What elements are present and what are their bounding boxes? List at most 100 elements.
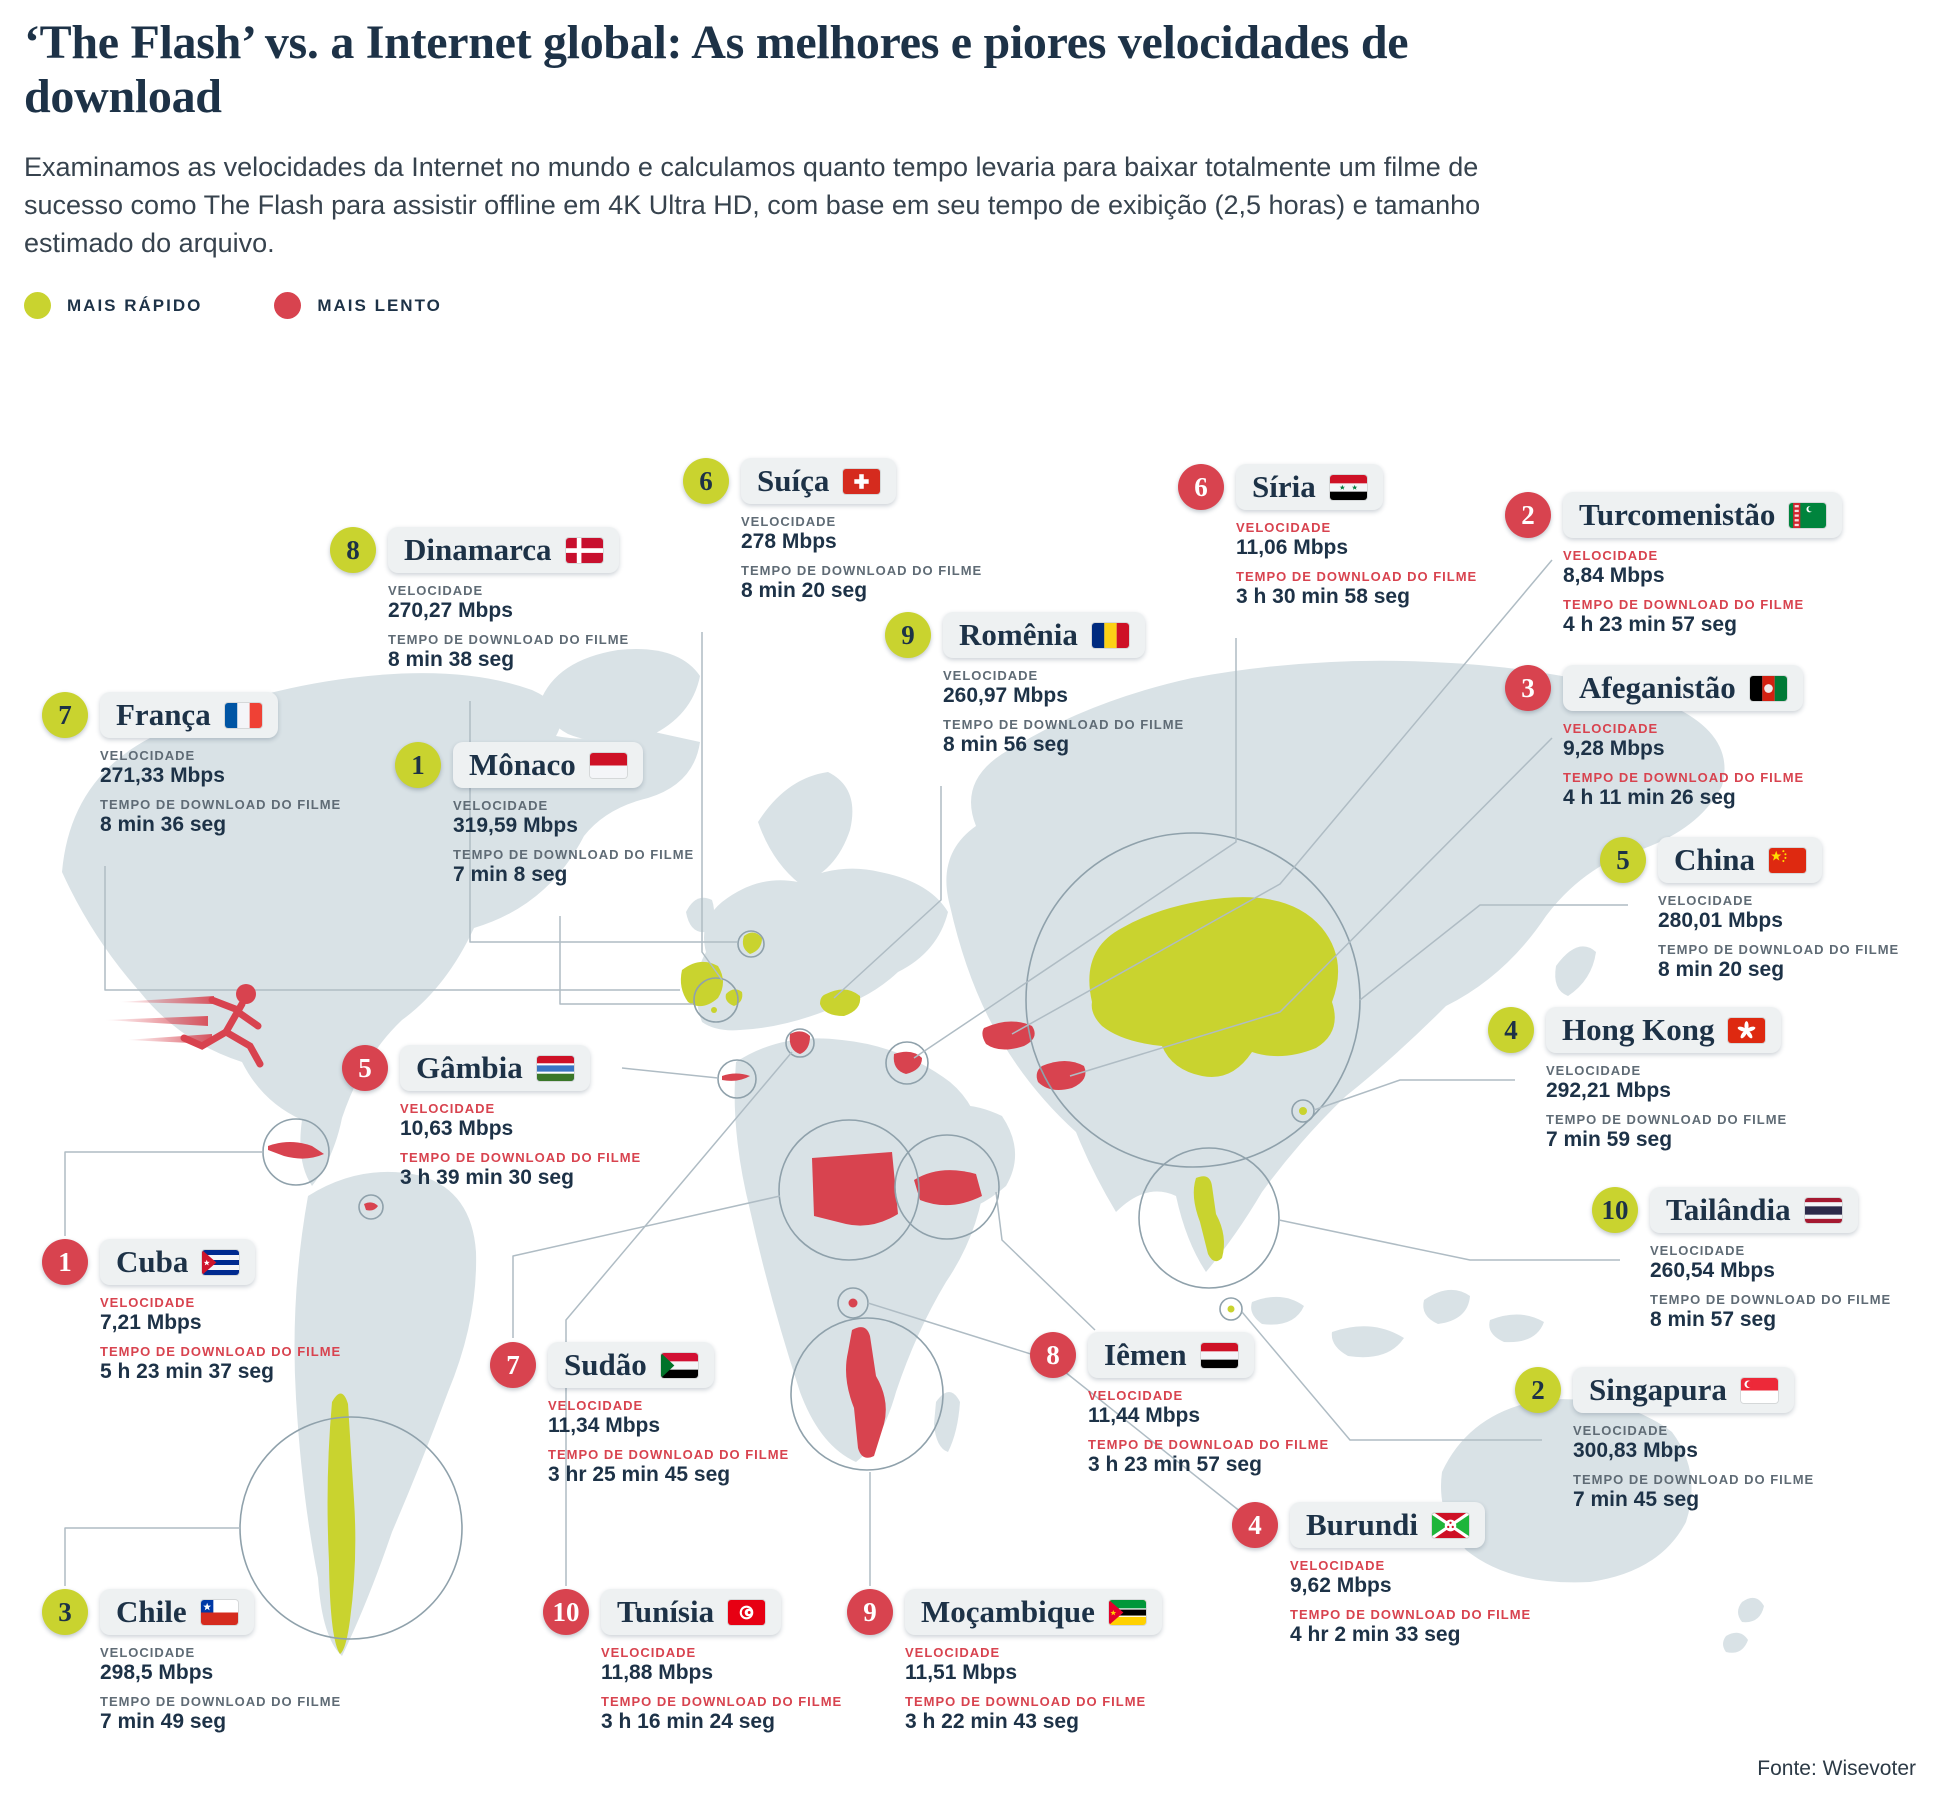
speed-label: VELOCIDADE — [100, 1645, 196, 1660]
callout-head: 6 Suíça — [683, 458, 982, 504]
flag-cuba-icon — [202, 1249, 240, 1275]
callout-head: 7 França — [42, 692, 341, 738]
callout-head: 5 Gâmbia — [342, 1045, 641, 1091]
speed-label: VELOCIDADE — [1290, 1558, 1386, 1573]
callout-stats: VELOCIDADE 9,28 Mbps TEMPO DE DOWNLOAD D… — [1563, 721, 1804, 810]
callout-head: 6 Síria — [1178, 464, 1477, 510]
country-callout-franca: 7 França VELOCIDADE 271,33 Mbps TEMPO DE… — [42, 692, 341, 846]
callout-stats: VELOCIDADE 9,62 Mbps TEMPO DE DOWNLOAD D… — [1290, 1558, 1531, 1647]
time-label: TEMPO DE DOWNLOAD DO FILME — [1658, 942, 1900, 957]
fast-dot-icon — [24, 292, 51, 320]
time-value: 5 h 23 min 37 seg — [100, 1360, 274, 1383]
speed-value: 9,28 Mbps — [1563, 737, 1665, 760]
country-name: Burundi — [1306, 1507, 1419, 1542]
time-label: TEMPO DE DOWNLOAD DO FILME — [1236, 569, 1478, 584]
rank-badge: 1 — [395, 742, 441, 788]
country-callout-siria: 6 Síria VELOCIDADE 11,06 Mbps TEMPO DE D… — [1178, 464, 1477, 618]
speed-label: VELOCIDADE — [905, 1645, 1001, 1660]
speed-label: VELOCIDADE — [943, 668, 1039, 683]
time-value: 7 min 45 seg — [1573, 1488, 1700, 1511]
country-callout-chile: 3 Chile VELOCIDADE 298,5 Mbps TEMPO DE D… — [42, 1589, 341, 1743]
country-pill: Tunísia — [601, 1589, 782, 1635]
flash-runner-icon — [104, 984, 264, 1068]
flag-afeganistao-icon — [1749, 675, 1787, 701]
time-value: 3 h 23 min 57 seg — [1088, 1453, 1262, 1476]
country-pill: Moçambique — [905, 1589, 1162, 1635]
speed-value: 280,01 Mbps — [1658, 909, 1783, 932]
speed-label: VELOCIDADE — [388, 583, 484, 598]
country-name: Afeganistão — [1579, 670, 1736, 705]
callout-stats: VELOCIDADE 319,59 Mbps TEMPO DE DOWNLOAD… — [453, 798, 694, 887]
callout-stats: VELOCIDADE 11,34 Mbps TEMPO DE DOWNLOAD … — [548, 1398, 789, 1487]
time-label: TEMPO DE DOWNLOAD DO FILME — [400, 1150, 642, 1165]
callout-stats: VELOCIDADE 7,21 Mbps TEMPO DE DOWNLOAD D… — [100, 1295, 341, 1384]
speed-value: 271,33 Mbps — [100, 764, 225, 787]
rank-badge: 7 — [42, 692, 88, 738]
country-pill: Hong Kong — [1546, 1007, 1782, 1053]
flag-turcomenistao-icon — [1789, 502, 1827, 528]
flag-tailandia-icon — [1804, 1197, 1842, 1223]
speed-value: 11,51 Mbps — [905, 1661, 1018, 1684]
time-label: TEMPO DE DOWNLOAD DO FILME — [1573, 1472, 1815, 1487]
time-value: 4 hr 2 min 33 seg — [1290, 1623, 1461, 1646]
flag-gambia-icon — [536, 1055, 574, 1081]
rank-badge: 6 — [1178, 464, 1224, 510]
country-name: Síria — [1252, 469, 1316, 504]
flag-suica-icon — [843, 468, 881, 494]
speed-label: VELOCIDADE — [100, 1295, 196, 1310]
country-name: China — [1674, 842, 1755, 877]
speed-value: 11,88 Mbps — [601, 1661, 714, 1684]
rank-badge: 9 — [885, 612, 931, 658]
time-label: TEMPO DE DOWNLOAD DO FILME — [100, 1344, 342, 1359]
speed-label: VELOCIDADE — [601, 1645, 697, 1660]
rank-badge: 5 — [1600, 837, 1646, 883]
flag-siria-icon — [1329, 474, 1367, 500]
time-label: TEMPO DE DOWNLOAD DO FILME — [100, 1694, 342, 1709]
speed-value: 298,5 Mbps — [100, 1661, 214, 1684]
callout-head: 4 Burundi — [1232, 1502, 1531, 1548]
flag-dinamarca-icon — [565, 537, 603, 563]
time-label: TEMPO DE DOWNLOAD DO FILME — [1546, 1112, 1788, 1127]
callout-head: 8 Dinamarca — [330, 527, 629, 573]
time-label: TEMPO DE DOWNLOAD DO FILME — [100, 797, 342, 812]
rank-badge: 6 — [683, 458, 729, 504]
rank-badge: 8 — [330, 527, 376, 573]
country-pill: Chile — [100, 1589, 254, 1635]
time-value: 8 min 20 seg — [1658, 958, 1785, 981]
flag-sudao-icon — [660, 1352, 698, 1378]
speed-label: VELOCIDADE — [1563, 721, 1659, 736]
time-label: TEMPO DE DOWNLOAD DO FILME — [905, 1694, 1147, 1709]
legend-item-slow: MAIS LENTO — [274, 292, 442, 320]
country-pill: Afeganistão — [1563, 665, 1803, 711]
flag-iemen-icon — [1200, 1342, 1238, 1368]
rank-badge: 9 — [847, 1589, 893, 1635]
speed-value: 278 Mbps — [741, 530, 837, 553]
country-name: Turcomenistão — [1579, 497, 1776, 532]
time-value: 8 min 56 seg — [943, 733, 1070, 756]
country-name: Iêmen — [1104, 1337, 1187, 1372]
country-pill: China — [1658, 837, 1822, 883]
speed-label: VELOCIDADE — [1088, 1388, 1184, 1403]
country-name: Tunísia — [617, 1594, 715, 1629]
country-callout-tunisia: 10 Tunísia VELOCIDADE 11,88 Mbps TEMPO D… — [543, 1589, 842, 1743]
country-callout-tailandia: 10 Tailândia VELOCIDADE 260,54 Mbps TEMP… — [1592, 1187, 1891, 1341]
country-pill: Singapura — [1573, 1367, 1794, 1413]
time-value: 8 min 38 seg — [388, 648, 515, 671]
highlight-shapes — [268, 897, 1339, 1654]
time-value: 4 h 11 min 26 seg — [1563, 786, 1736, 809]
callout-stats: VELOCIDADE 11,88 Mbps TEMPO DE DOWNLOAD … — [601, 1645, 842, 1734]
callout-stats: VELOCIDADE 11,44 Mbps TEMPO DE DOWNLOAD … — [1088, 1388, 1329, 1477]
speed-value: 260,54 Mbps — [1650, 1259, 1775, 1282]
page-title: ‘The Flash’ vs. a Internet global: As me… — [24, 16, 1409, 123]
country-name: Gâmbia — [416, 1050, 523, 1085]
legend-fast-label: MAIS RÁPIDO — [67, 295, 203, 315]
speed-label: VELOCIDADE — [1650, 1243, 1746, 1258]
header: ‘The Flash’ vs. a Internet global: As me… — [0, 0, 1940, 320]
speed-value: 300,83 Mbps — [1573, 1439, 1698, 1462]
country-pill: Sudão — [548, 1342, 714, 1388]
callout-head: 2 Turcomenistão — [1505, 492, 1843, 538]
callout-stats: VELOCIDADE 278 Mbps TEMPO DE DOWNLOAD DO… — [741, 514, 982, 603]
time-value: 8 min 20 seg — [741, 579, 868, 602]
